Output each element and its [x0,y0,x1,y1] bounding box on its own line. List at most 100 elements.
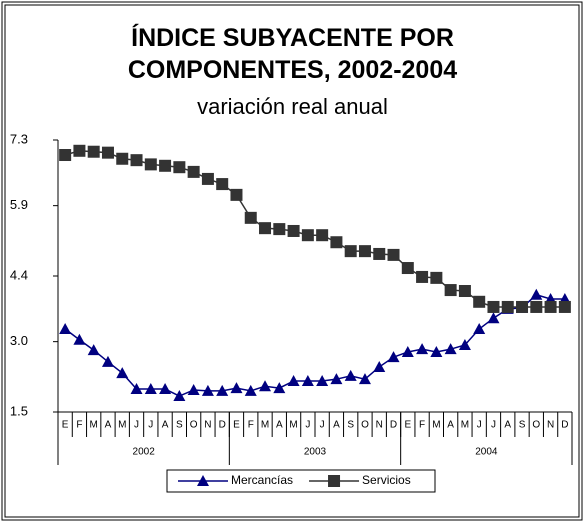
x-tick-label: J [134,420,139,431]
marker [330,236,343,249]
x-tick-label: A [162,420,169,431]
marker [544,300,557,313]
marker [187,165,200,178]
marker [430,345,443,357]
marker [159,159,172,172]
marker [244,384,257,396]
marker [87,344,100,356]
legend-label: Mercancías [231,473,293,487]
marker [144,383,157,395]
marker [201,172,214,185]
marker [387,248,400,261]
x-tick-label: N [376,420,383,431]
marker [373,360,386,372]
x-tick-label: F [419,420,425,431]
y-tick-label: 5.9 [10,197,28,212]
x-tick-label: E [233,420,240,431]
marker [216,178,229,191]
marker [473,295,486,308]
marker [501,300,514,313]
marker [458,338,471,350]
marker [230,188,243,201]
marker [287,375,300,387]
chart-title: ÍNDICE SUBYACENTE POR COMPONENTES, 2002-… [127,24,458,84]
x-tick-label: E [62,420,69,431]
x-tick-label: E [404,420,411,431]
marker [316,229,329,242]
marker [328,475,341,487]
marker [530,288,543,300]
marker [301,375,314,387]
marker [230,382,243,394]
x-tick-label: J [320,420,325,431]
marker [259,380,272,392]
x-tick-label: D [561,420,568,431]
marker [516,300,529,313]
series-line [64,150,565,308]
marker [487,312,500,324]
marker [87,145,100,158]
x-tick-label: N [204,420,211,431]
marker [130,154,143,167]
marker [558,300,571,313]
marker [59,322,72,334]
marker [344,369,357,381]
marker [244,211,257,224]
marker [116,367,129,379]
x-tick-label: J [491,420,496,431]
y-tick-label: 7.3 [10,131,28,146]
marker [187,383,200,395]
marker [216,384,229,396]
x-tick-label: A [333,420,340,431]
marker [144,158,157,171]
x-tick-label: S [176,420,183,431]
x-tick-label: O [532,420,540,431]
x-tick-label: J [305,420,310,431]
marker [458,285,471,298]
marker [358,373,371,385]
x-tick-label: S [347,420,354,431]
marker [101,355,114,367]
x-tick-label: A [105,420,112,431]
x-tick-label: D [390,420,397,431]
marker [444,284,457,297]
marker [201,384,214,396]
marker [273,382,286,394]
marker [101,146,114,159]
marker [59,149,72,162]
marker [130,383,143,395]
x-tick-label: M [261,420,269,431]
marker [416,270,429,283]
x-tick-label: A [447,420,454,431]
marker [273,223,286,236]
frame-inner [4,4,580,518]
marker [159,383,172,395]
marker [301,229,314,242]
x-tick-label: N [547,420,554,431]
legend-label: Servicios [362,473,411,487]
x-tick-label: F [76,420,82,431]
x-group-label: 2002 [133,447,156,458]
marker [401,345,414,357]
legend-box [166,469,436,493]
marker [487,300,500,313]
marker [116,152,129,165]
marker [73,333,86,345]
x-tick-label: M [461,420,469,431]
x-tick-label: D [219,420,226,431]
x-group-label: 2003 [304,447,327,458]
y-tick-label: 4.4 [10,267,28,282]
x-tick-label: O [190,420,198,431]
marker [373,247,386,260]
marker [287,224,300,237]
marker [330,373,343,385]
marker [387,351,400,363]
marker [416,343,429,355]
x-tick-label: S [519,420,526,431]
x-group-label: 2004 [475,447,498,458]
x-tick-label: A [276,420,283,431]
marker [173,161,186,174]
